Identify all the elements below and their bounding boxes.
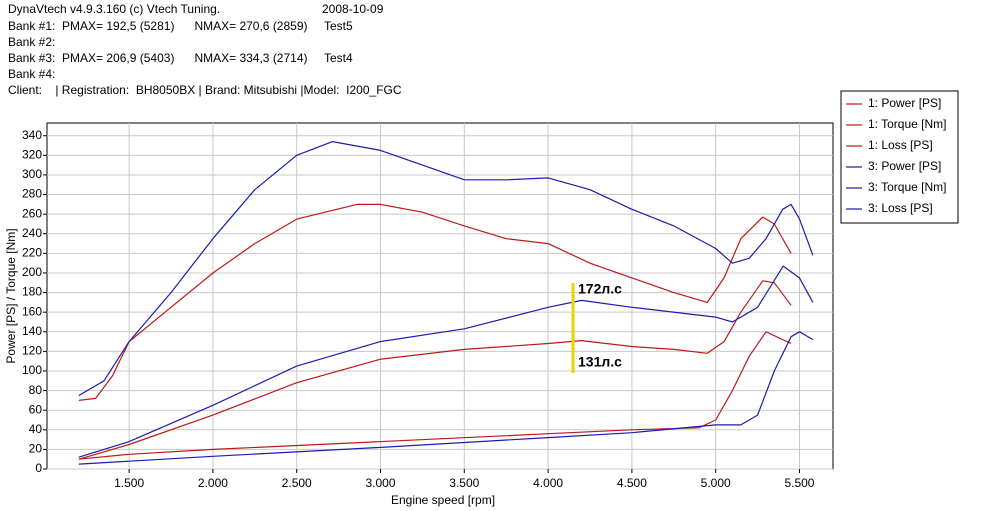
y-tick-label: 260 bbox=[22, 206, 42, 220]
legend-label: 1: Power [PS] bbox=[868, 96, 941, 110]
y-tick-label: 100 bbox=[22, 363, 42, 377]
x-tick-label: 1.500 bbox=[114, 476, 144, 490]
legend-label: 1: Loss [PS] bbox=[868, 138, 933, 152]
x-tick-label: 4.000 bbox=[533, 476, 563, 490]
x-tick-label: 3.000 bbox=[365, 476, 395, 490]
header-line: DynaVtech v4.9.3.160 (c) Vtech Tuning. bbox=[8, 2, 220, 16]
y-tick-label: 180 bbox=[22, 285, 42, 299]
annotation: 131л.с bbox=[578, 354, 622, 370]
y-tick-label: 40 bbox=[29, 422, 43, 436]
series-line bbox=[78, 280, 792, 460]
x-tick-label: 4.500 bbox=[617, 476, 647, 490]
y-tick-label: 20 bbox=[29, 442, 43, 456]
header-line: Client: | Registration: BH8050BX | Brand… bbox=[8, 83, 402, 97]
y-tick-label: 200 bbox=[22, 265, 42, 279]
header-line: Bank #3: PMAX= 206,9 (5403) NMAX= 334,3 … bbox=[8, 51, 353, 65]
y-tick-label: 140 bbox=[22, 324, 42, 338]
series-line bbox=[78, 331, 792, 460]
header-line: Bank #4: bbox=[8, 67, 55, 81]
grid bbox=[47, 123, 833, 470]
y-tick-label: 120 bbox=[22, 344, 42, 358]
x-tick-label: 2.000 bbox=[198, 476, 228, 490]
x-tick-label: 3.500 bbox=[449, 476, 479, 490]
y-tick-label: 300 bbox=[22, 167, 42, 181]
y-tick-label: 340 bbox=[22, 128, 42, 142]
legend-label: 3: Loss [PS] bbox=[868, 201, 933, 215]
x-tick-label: 5.500 bbox=[784, 476, 814, 490]
x-tick-label: 5.000 bbox=[701, 476, 731, 490]
series-line bbox=[78, 331, 814, 465]
y-tick-label: 280 bbox=[22, 187, 42, 201]
y-axis-title: Power [PS] / Torque [Nm] bbox=[4, 228, 18, 363]
date: 2008-10-09 bbox=[322, 2, 384, 16]
y-tick-label: 240 bbox=[22, 226, 42, 240]
series-line bbox=[78, 265, 814, 458]
y-tick-label: 220 bbox=[22, 246, 42, 260]
legend-label: 3: Power [PS] bbox=[868, 159, 941, 173]
series-group bbox=[78, 141, 814, 465]
x-axis-title: Engine speed [rpm] bbox=[391, 493, 495, 507]
legend-label: 1: Torque [Nm] bbox=[868, 117, 946, 131]
y-tick-label: 80 bbox=[29, 383, 43, 397]
series-line bbox=[78, 141, 814, 397]
y-tick-label: 0 bbox=[35, 461, 42, 475]
y-tick-label: 160 bbox=[22, 304, 42, 318]
x-tick-label: 2.500 bbox=[282, 476, 312, 490]
plot-area bbox=[46, 122, 834, 470]
legend bbox=[840, 90, 959, 224]
legend-label: 3: Torque [Nm] bbox=[868, 180, 946, 194]
y-tick-label: 320 bbox=[22, 148, 42, 162]
series-line bbox=[78, 203, 792, 401]
header-line: Bank #2: bbox=[8, 35, 55, 49]
header-line: Bank #1: PMAX= 192,5 (5281) NMAX= 270,6 … bbox=[8, 19, 353, 33]
annotation: 172л.с bbox=[578, 281, 622, 297]
y-tick-label: 60 bbox=[29, 402, 43, 416]
